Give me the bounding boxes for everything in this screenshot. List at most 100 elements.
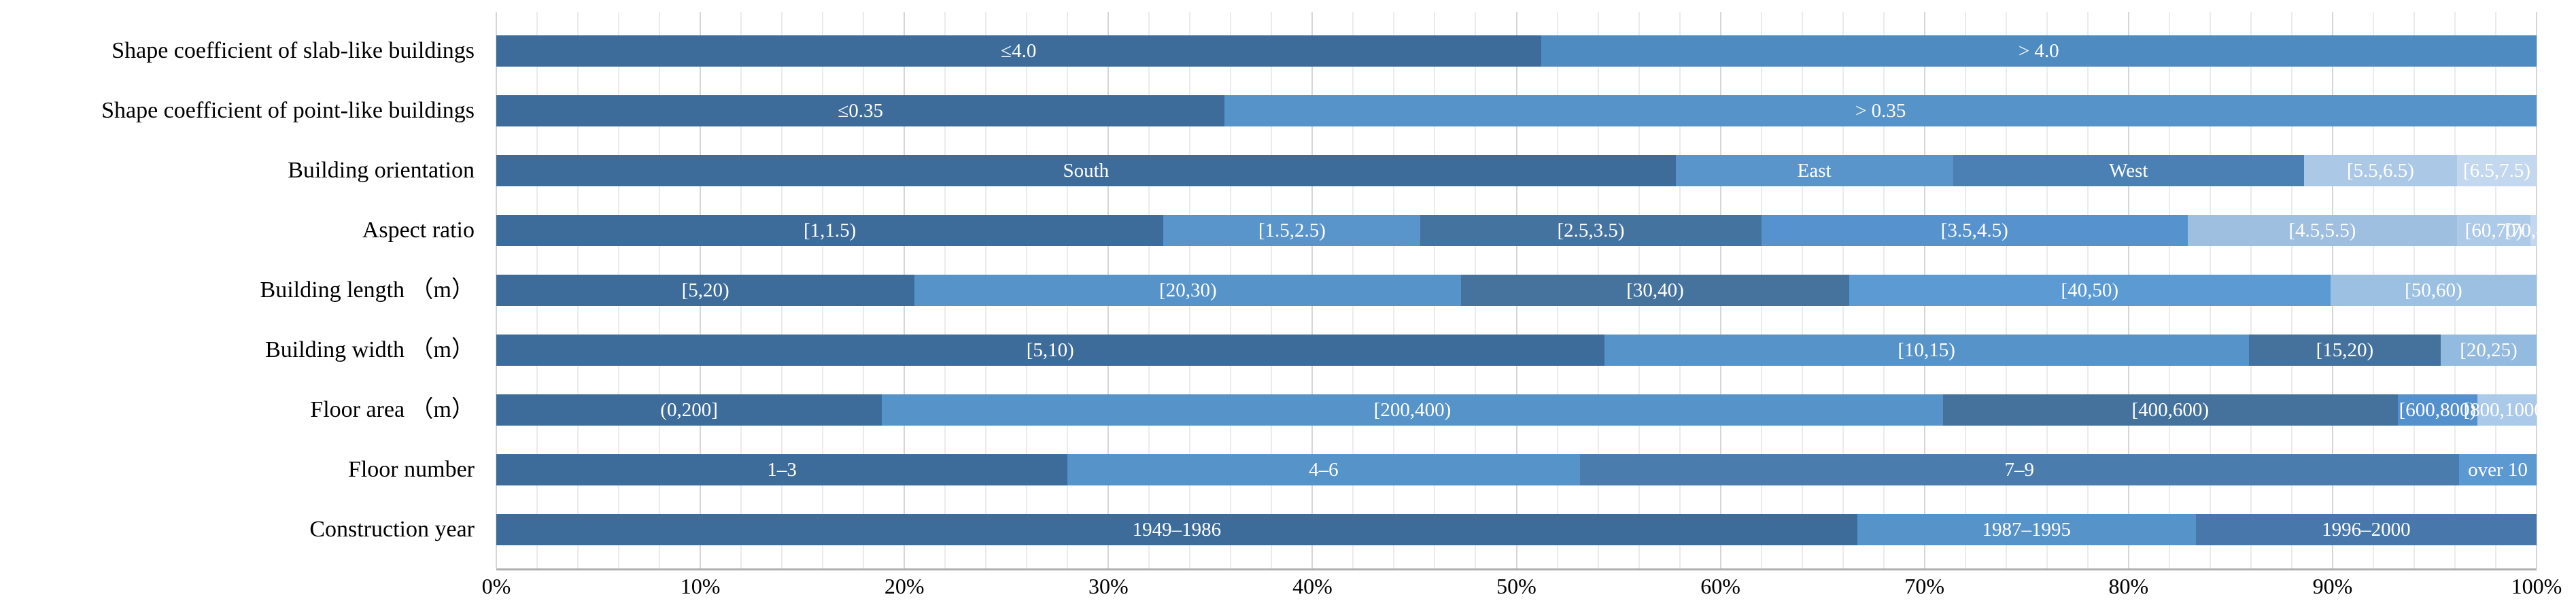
x-tick-label: 30% — [1088, 574, 1129, 598]
bar-row: South East West [5.5,6.5) [6.5,7.5) — [496, 155, 2537, 186]
segment-label: [5.5,6.5) — [2346, 159, 2414, 182]
segment-label: [3.5,4.5) — [1940, 219, 2008, 241]
segment-label: [50,60) — [2405, 279, 2462, 301]
x-tick-label: 40% — [1292, 574, 1333, 598]
x-tick-label: 90% — [2312, 574, 2353, 598]
segment-label: 1949–1986 — [1132, 518, 1222, 541]
segment-label: [20,25) — [2460, 339, 2518, 361]
segment-label: 1–3 — [767, 458, 797, 481]
bar-segment: [4.5,5.5) — [2187, 215, 2457, 246]
bar-segment: ≤0.35 — [496, 95, 1225, 126]
category-label: Building length （m） — [260, 277, 475, 303]
x-tick-label: 20% — [884, 574, 925, 598]
segment-label: [5,10) — [1026, 339, 1074, 361]
segment-label: [70,80) — [2505, 219, 2562, 241]
segment-label: 7–9 — [2004, 458, 2034, 481]
segment-label: > 4.0 — [2018, 39, 2059, 62]
category-label: Shape coefficient of slab-like buildings — [111, 38, 475, 63]
bar-segment: [400,600) — [1942, 394, 2398, 426]
x-tick-label: 100% — [2511, 574, 2562, 598]
segment-label: [4.5,5.5) — [2288, 219, 2356, 241]
segment-label: [600,800) — [2399, 398, 2477, 421]
bar-row: (0,200] [200,400) [400,600) [600,800) [800,1… — [496, 394, 2551, 426]
segment-label: [6.5,7.5) — [2462, 159, 2530, 182]
bar-segment: [30,40) — [1461, 275, 1849, 306]
category-label: Building orientation — [288, 158, 475, 183]
segment-label: [20,30) — [1159, 279, 1217, 301]
bar-segment: > 4.0 — [1541, 35, 2537, 67]
x-axis: 0% 10% 20% 30% 40% 50% 60% 70% 80% 90% 100% — [482, 573, 2562, 607]
bar-segment: [600,800) — [2397, 394, 2477, 426]
bar-segment: 4–6 — [1067, 454, 1580, 485]
bar-segment: [20,25) — [2440, 335, 2537, 366]
bar-row: 1949–1986 1987–1995 1996–2000 — [496, 514, 2537, 545]
segment-label: ≤4.0 — [1001, 39, 1037, 62]
segment-label: [40,50) — [2061, 279, 2119, 301]
category-label: Building width （m） — [265, 337, 475, 362]
segment-label: > 0.35 — [1855, 99, 1906, 122]
bar-segment: over 10 — [2458, 454, 2537, 485]
bar-segment: [20,30) — [914, 275, 1462, 306]
segment-label: [15,20) — [2316, 339, 2374, 361]
segment-label: [10,15) — [1897, 339, 1955, 361]
segment-label: [800,1000) — [2463, 398, 2551, 421]
bar-row: [1,1.5) [1.5,2.5) [2.5,3.5) [3.5,4.5) [4.5,5… — [496, 215, 2562, 246]
x-tick-label: 0% — [481, 574, 511, 598]
bar-segment: [800,1000) — [2463, 394, 2551, 426]
segment-label: West — [2109, 159, 2148, 182]
bar-segment: 1–3 — [496, 454, 1068, 485]
bar-segment: 1996–2000 — [2195, 514, 2537, 545]
segment-label: [2.5,3.5) — [1557, 219, 1625, 241]
segment-label: [1,1.5) — [803, 219, 857, 241]
category-label: Floor number — [347, 457, 475, 482]
major-gridline — [2536, 12, 2537, 568]
bar-segment: [1,1.5) — [496, 215, 1164, 246]
bar-row: [5,20) [20,30) [30,40) [40,50) [50,60) — [496, 275, 2537, 306]
bar-segment: > 0.35 — [1224, 95, 2537, 126]
x-tick-label: 80% — [2108, 574, 2149, 598]
bar-segment: West — [1953, 155, 2304, 186]
x-tick-label: 70% — [1904, 574, 1945, 598]
bar-row: ≤4.0 > 4.0 — [496, 35, 2537, 67]
bar-row: 1–3 4–6 7–9 over 10 — [496, 454, 2537, 485]
category-label: Shape coefficient of point-like building… — [101, 98, 475, 123]
segment-label: ≤0.35 — [838, 99, 883, 122]
bar-segment: East — [1675, 155, 1953, 186]
bar-row: ≤0.35 > 0.35 — [496, 95, 2537, 126]
segment-label: [400,600) — [2131, 398, 2210, 421]
bar-row: [5,10) [10,15) [15,20) [20,25) — [496, 335, 2537, 366]
bar-segment: [60,70) — [2456, 215, 2530, 246]
bar-segment: [70,80) — [2505, 215, 2562, 246]
bar-segment: (0,200] — [496, 394, 882, 426]
y-axis-category-labels: Shape coefficient of slab-like buildings… — [0, 12, 484, 568]
bar-segment: [6.5,7.5) — [2456, 155, 2537, 186]
bar-segment: [15,20) — [2248, 335, 2441, 366]
bar-segment: [5,20) — [496, 275, 915, 306]
segment-label: [1.5,2.5) — [1258, 219, 1326, 241]
category-label: Construction year — [309, 517, 475, 542]
segment-label: over 10 — [2468, 458, 2528, 481]
bar-segment: [1.5,2.5) — [1163, 215, 1421, 246]
segment-label: 1987–1995 — [1982, 518, 2071, 541]
bar-segment: [3.5,4.5) — [1761, 215, 2188, 246]
bar-segment: [2.5,3.5) — [1420, 215, 1762, 246]
segment-label: (0,200] — [660, 398, 718, 421]
segment-label: East — [1797, 159, 1832, 182]
segment-label: [5,20) — [681, 279, 729, 301]
bar-segment: [40,50) — [1849, 275, 2331, 306]
segment-label: South — [1063, 159, 1110, 182]
bar-segment: [10,15) — [1604, 335, 2249, 366]
segment-label: [200,400) — [1373, 398, 1452, 421]
bar-segment: 1949–1986 — [496, 514, 1857, 545]
x-tick-label: 50% — [1496, 574, 1536, 598]
bar-segment: 1987–1995 — [1857, 514, 2196, 545]
bar-segment: ≤4.0 — [496, 35, 1541, 67]
segment-label: [30,40) — [1626, 279, 1684, 301]
category-label: Floor area （m） — [310, 397, 475, 422]
bar-segment: South — [496, 155, 1676, 186]
segment-label: 4–6 — [1309, 458, 1339, 481]
category-label: Aspect ratio — [362, 218, 475, 243]
bar-segment: [200,400) — [882, 394, 1943, 426]
plot-area: ≤4.0 > 4.0 ≤0.35 > 0.35 South East West [5.5,6.… — [496, 12, 2562, 570]
